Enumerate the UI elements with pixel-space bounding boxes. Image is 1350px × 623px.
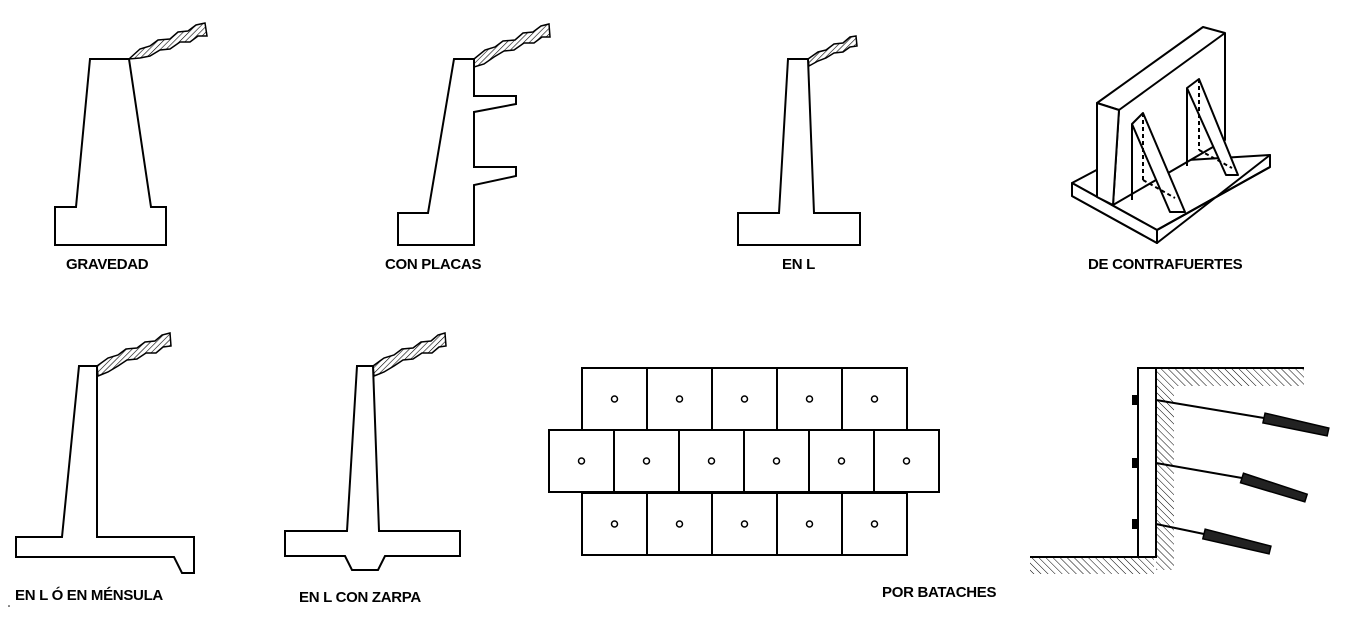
panel-anchor-hole [870,395,879,403]
l-wall-with-footing-key-figure [284,332,461,571]
panel-anchor-hole [740,520,749,528]
label-con-placas: CON PLACAS [385,256,482,273]
panel-anchor-hole [707,457,716,465]
anchored-wall-figure [1030,367,1330,574]
anchor-plate [1132,519,1138,529]
anchor-tendon [1155,399,1265,419]
diaphragm-wall [1137,367,1157,558]
l-wall-figure [737,35,861,246]
anchor-tendon [1155,523,1205,535]
panel-anchor-hole [642,457,651,465]
soil-slope [372,332,447,378]
panel-anchor-hole [805,395,814,403]
label-en-l: EN L [782,256,815,273]
label-en-l-o-en-mensula: EN L Ó EN MÉNSULA [15,587,163,604]
anchor-tendon [1155,462,1243,479]
ground-anchors [1132,395,1330,555]
anchor-bulb [1201,528,1272,555]
anchor-plate [1132,458,1138,468]
soil-top [1156,368,1304,386]
panel-anchor-hole [675,520,684,528]
panel-anchor-hole [902,457,911,465]
ground-surface [1030,557,1154,574]
panel-anchor-hole [772,457,781,465]
soil-slope [473,23,551,69]
gravity-wall-figure [54,22,208,246]
anchor-bulb [1239,472,1309,503]
panel-anchor-hole [577,457,586,465]
panel-anchor-hole [870,520,879,528]
bataches-panel-grid [548,367,940,556]
panel-anchor-hole [805,520,814,528]
label-en-l-con-zarpa: EN L CON ZARPA [299,589,421,606]
panel-anchor-hole [675,395,684,403]
anchor-plate [1132,395,1138,405]
soil-behind-wall [1156,386,1174,570]
plates-wall-figure [397,23,551,246]
panel-anchor-hole [610,520,619,528]
panel-anchor-hole [740,395,749,403]
cantilever-wall-figure [15,332,195,574]
anchor-bulb [1262,412,1330,437]
buttress-wall-figure [1071,26,1271,244]
label-de-contrafuertes: DE CONTRAFUERTES [1088,256,1243,273]
panel-anchor-hole [837,457,846,465]
soil-slope [96,332,172,378]
soil-slope [807,35,858,68]
label-gravedad: GRAVEDAD [66,256,149,273]
soil-slope [126,22,208,60]
label-por-bataches: POR BATACHES [882,584,997,601]
panel-anchor-hole [610,395,619,403]
